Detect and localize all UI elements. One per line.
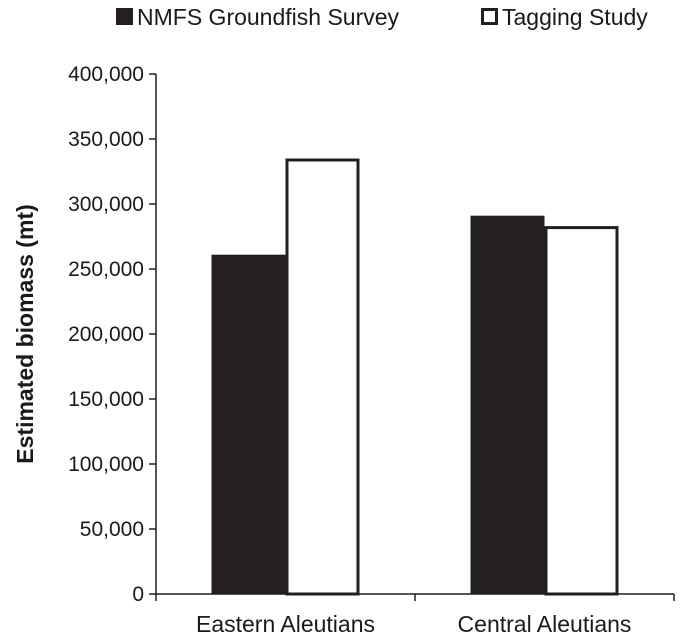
axes: [155, 74, 675, 601]
bars: [211, 158, 619, 596]
legend-label: NMFS Groundfish Survey: [137, 4, 400, 30]
bar-tagging-study: [544, 226, 619, 596]
y-tick-label: 350,000: [68, 128, 144, 151]
y-tick-label: 150,000: [68, 388, 144, 411]
y-axis-title: Estimated biomass (mt): [12, 204, 38, 463]
legend-swatch: [481, 8, 498, 25]
legend: NMFS Groundfish Survey Tagging Study: [116, 4, 648, 30]
y-tick-label: 400,000: [68, 63, 144, 86]
legend-label: Tagging Study: [502, 4, 648, 30]
y-tick-label: 0: [132, 583, 144, 606]
bar-tagging-study: [285, 158, 360, 596]
bar-nmfs-survey: [211, 254, 286, 594]
x-axis-labels: Eastern Aleutians Central Aleutians: [196, 611, 631, 637]
y-tick-label: 300,000: [68, 193, 144, 216]
y-tick-label: 50,000: [80, 518, 144, 541]
y-tick-label: 100,000: [68, 453, 144, 476]
bar-nmfs-survey: [470, 215, 545, 594]
x-category-label: Central Aleutians: [458, 611, 632, 637]
x-category-label: Eastern Aleutians: [196, 611, 375, 637]
y-axis-ticks: 0 50,000 100,000 150,000 200,000 250,000 300,0…: [68, 63, 156, 606]
y-tick-label: 250,000: [68, 258, 144, 281]
y-tick-label: 200,000: [68, 323, 144, 346]
legend-swatch: [116, 8, 133, 25]
